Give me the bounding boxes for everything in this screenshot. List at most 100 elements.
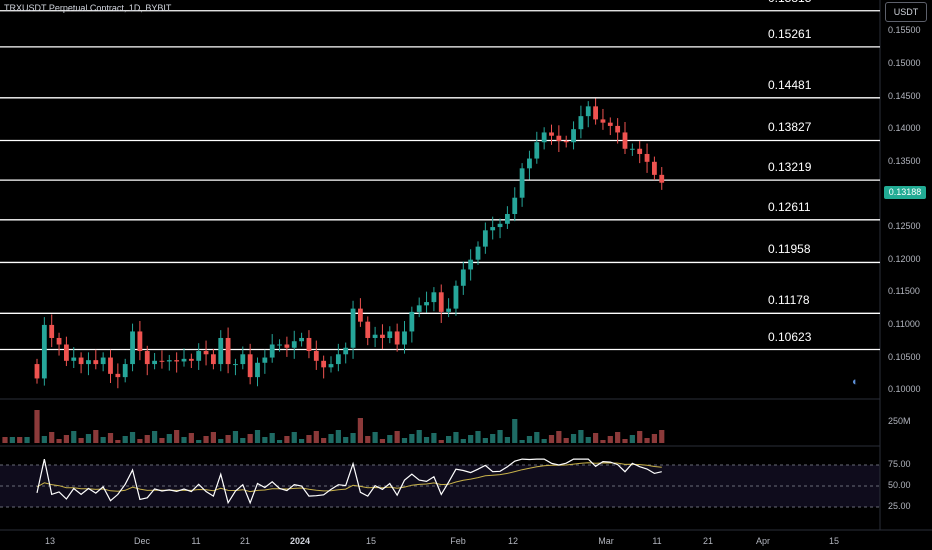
candle-body xyxy=(299,337,304,342)
candle-body xyxy=(225,337,231,365)
volume-bar xyxy=(313,431,319,443)
candle-body xyxy=(482,230,488,247)
volume-bar xyxy=(34,410,40,443)
tradingview-logo-icon[interactable]: ◐ xyxy=(852,376,859,388)
candle-body xyxy=(468,259,474,270)
candle-body xyxy=(159,360,165,362)
volume-bar xyxy=(482,438,488,443)
volume-bar xyxy=(254,430,261,443)
volume-bar xyxy=(137,439,143,443)
candle-body xyxy=(181,358,187,362)
candle-body xyxy=(100,357,106,365)
volume-bar xyxy=(460,439,466,443)
volume-bar xyxy=(453,432,459,443)
volume-bar xyxy=(431,433,437,443)
candle-body xyxy=(637,148,643,154)
volume-bar xyxy=(615,432,621,443)
candle-body xyxy=(365,321,371,338)
volume-bar xyxy=(276,440,283,443)
volume-bar xyxy=(247,434,253,443)
time-tick-label: Mar xyxy=(598,536,614,546)
volume-bar xyxy=(497,430,503,443)
price-tick-label: 0.15000 xyxy=(888,57,921,68)
candle-body xyxy=(534,142,540,159)
volume-bar xyxy=(585,437,591,443)
candle-body xyxy=(233,364,238,366)
price-tick-label: 0.10500 xyxy=(888,351,921,362)
volume-bar xyxy=(85,434,92,443)
candle-body xyxy=(291,341,297,348)
volume-bar xyxy=(600,440,606,443)
volume-bar xyxy=(41,436,47,443)
volume-bar xyxy=(144,435,150,443)
volume-bar xyxy=(651,434,657,443)
volume-bar xyxy=(9,437,15,443)
candle-body xyxy=(64,344,69,361)
currency-button[interactable]: USDT xyxy=(885,2,927,22)
candle-body xyxy=(497,223,503,228)
candle-body xyxy=(188,358,194,361)
rsi-tick-label: 75.00 xyxy=(888,459,911,469)
candle-body xyxy=(527,158,532,169)
volume-bar xyxy=(218,439,224,443)
volume-bar xyxy=(343,437,349,443)
volume-bar xyxy=(188,433,194,443)
time-tick-label: 11 xyxy=(191,536,201,546)
time-tick-label: 21 xyxy=(702,536,714,546)
volume-bar xyxy=(644,438,650,443)
candle-body xyxy=(563,140,569,143)
volume-bar xyxy=(129,432,136,443)
price-tick-label: 0.11500 xyxy=(888,286,920,297)
volume-bar xyxy=(115,440,121,443)
candle-body xyxy=(56,337,62,345)
candle-body xyxy=(122,364,128,378)
volume-bar xyxy=(423,437,430,443)
volume-bar xyxy=(159,438,165,443)
candle-body xyxy=(424,302,429,306)
volume-bar xyxy=(548,435,555,443)
volume-bar xyxy=(526,436,533,443)
candle-body xyxy=(593,106,598,120)
candle-body xyxy=(446,308,451,312)
candle-body xyxy=(549,132,554,136)
candle-body xyxy=(438,292,444,312)
candle-body xyxy=(86,360,91,365)
candle-body xyxy=(306,337,312,352)
candle-body xyxy=(571,129,576,143)
level-label: 0.14481 xyxy=(768,77,812,92)
volume-bar xyxy=(78,438,84,443)
candles xyxy=(34,98,665,389)
candle-body xyxy=(130,331,135,365)
volume-bar xyxy=(519,440,525,443)
candle-body xyxy=(644,153,650,162)
candle-body xyxy=(137,331,143,352)
volume-bar xyxy=(269,433,275,443)
volume-bar xyxy=(607,436,613,443)
candle-body xyxy=(358,308,363,322)
volume-bar xyxy=(166,434,172,443)
volume-bar xyxy=(504,437,510,443)
volume-bar xyxy=(196,440,202,443)
volume-bar xyxy=(71,431,77,443)
volume-bar xyxy=(446,436,452,443)
volume-bar xyxy=(409,434,415,443)
volume-bar xyxy=(637,431,643,443)
volume-bar xyxy=(210,432,216,443)
candle-body xyxy=(269,344,275,358)
volume-bar xyxy=(350,433,356,443)
volume-bar xyxy=(629,435,635,443)
time-tick-label: 12 xyxy=(507,536,519,546)
volume-bar xyxy=(416,430,422,443)
candle-body xyxy=(652,161,657,175)
volume-bar xyxy=(17,437,23,443)
candle-body xyxy=(475,246,481,260)
candle-body xyxy=(41,324,47,379)
candle-body xyxy=(174,360,180,362)
price-tick-label: 0.13500 xyxy=(888,155,921,166)
volume-bar xyxy=(49,432,55,443)
volume-bar xyxy=(100,437,106,443)
volume-bar xyxy=(232,431,239,443)
time-tick-label: 21 xyxy=(239,536,251,546)
candle-body xyxy=(556,135,562,141)
